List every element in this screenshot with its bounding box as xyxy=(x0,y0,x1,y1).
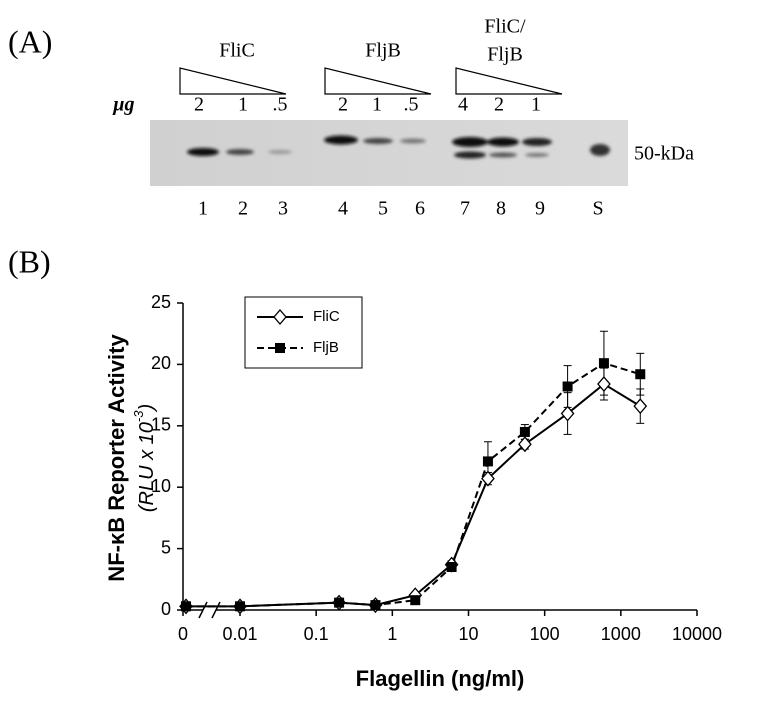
marker xyxy=(518,436,532,453)
lane-number: 7 xyxy=(460,198,470,220)
marker xyxy=(481,470,495,487)
band xyxy=(489,152,517,158)
band xyxy=(324,135,358,145)
marker xyxy=(635,369,646,380)
amount: 4 xyxy=(458,94,468,116)
marker xyxy=(446,562,457,573)
y-tick-label: 25 xyxy=(151,292,171,312)
marker xyxy=(370,600,381,611)
wedge xyxy=(324,67,432,95)
series-line xyxy=(186,362,641,608)
marker xyxy=(235,601,245,612)
marker xyxy=(334,597,345,608)
y-tick-label: 20 xyxy=(151,353,171,373)
x-axis-label: Flagellin (ng/ml) xyxy=(356,666,525,691)
band xyxy=(525,153,549,157)
amount: 1 xyxy=(372,94,382,116)
marker xyxy=(597,376,611,393)
lane-number: 1 xyxy=(198,198,208,220)
y-tick-label: 10 xyxy=(151,476,171,496)
wedges xyxy=(179,67,563,95)
amount: .5 xyxy=(404,94,419,116)
band xyxy=(454,151,486,159)
x-tick-label: 10000 xyxy=(672,624,722,644)
lane-number: 4 xyxy=(338,198,348,220)
y-axis-label: NF-κB Reporter Activity xyxy=(104,334,129,582)
gel xyxy=(150,120,628,186)
amount: 2 xyxy=(194,94,204,116)
y-tick-label: 15 xyxy=(151,415,171,435)
y-tick-label: 5 xyxy=(161,537,171,557)
marker xyxy=(562,381,573,392)
legend-marker xyxy=(273,309,287,325)
panel-label: (B) xyxy=(8,243,51,279)
group-label: FliC/ xyxy=(484,16,526,38)
lane-number: 6 xyxy=(415,198,425,220)
band xyxy=(487,137,519,147)
marker xyxy=(633,398,648,415)
y-axis-sublabel: (RLU x 10-3) xyxy=(131,404,158,512)
marker xyxy=(482,456,493,467)
marker xyxy=(410,595,421,606)
amount: 1 xyxy=(531,94,541,116)
group-label: FljB xyxy=(365,40,401,62)
x-tick-label: 0 xyxy=(178,624,188,644)
lane-number: 2 xyxy=(238,198,248,220)
lane-number: S xyxy=(592,198,603,220)
amount: .5 xyxy=(273,94,288,116)
y-sublabel-base: (RLU x 10 xyxy=(136,422,158,512)
legend-box xyxy=(244,296,363,369)
lane-number: 8 xyxy=(496,198,506,220)
x-tick-label: 1000 xyxy=(601,624,641,644)
band xyxy=(452,137,488,147)
lane-number: 5 xyxy=(378,198,388,220)
band xyxy=(226,149,254,155)
marker xyxy=(519,426,530,437)
lane-number: 3 xyxy=(278,198,288,220)
legend-marker xyxy=(275,343,285,353)
band xyxy=(400,138,426,144)
x-tick-label: 0.01 xyxy=(222,624,257,644)
marker xyxy=(181,601,191,612)
axis-break xyxy=(211,601,221,619)
band xyxy=(268,150,292,154)
x-tick-label: 0.1 xyxy=(304,624,329,644)
amount: 2 xyxy=(494,94,504,116)
wedge xyxy=(455,67,563,95)
legend-label: FliC xyxy=(313,308,340,325)
x-tick-label: 1 xyxy=(387,624,397,644)
marker xyxy=(560,405,575,422)
panel-label: (A) xyxy=(8,23,52,59)
band xyxy=(590,144,610,156)
marker xyxy=(598,358,609,369)
band xyxy=(363,138,393,144)
band xyxy=(187,148,219,156)
bands xyxy=(187,135,610,159)
amount-unit: µg xyxy=(112,94,135,116)
y-sublabel-close: ) xyxy=(136,404,158,413)
lane-number: 9 xyxy=(535,198,545,220)
legend-label: FljB xyxy=(313,339,339,356)
x-tick-label: 100 xyxy=(530,624,560,644)
marker-label: 50-kDa xyxy=(634,143,694,165)
series-line xyxy=(186,382,641,608)
y-sublabel-exponent: -3 xyxy=(131,410,146,422)
y-tick-label: 0 xyxy=(161,599,171,619)
band xyxy=(522,138,552,146)
group-label: FliC xyxy=(219,40,255,62)
group-label: FljB xyxy=(487,44,523,66)
amount: 2 xyxy=(338,94,348,116)
axis-break xyxy=(198,601,208,619)
plot: 0 5 10 15 20 25 0 0.01 0.1 1 10 100 1000 10000 FliC Flj… xyxy=(151,292,722,644)
amount: 1 xyxy=(238,94,248,116)
wedge xyxy=(179,67,287,95)
x-tick-label: 10 xyxy=(458,624,478,644)
